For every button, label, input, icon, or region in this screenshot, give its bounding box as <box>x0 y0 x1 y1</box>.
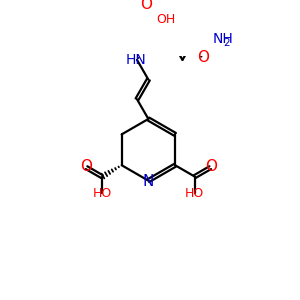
Text: O: O <box>198 50 210 65</box>
Text: OH: OH <box>157 13 176 26</box>
Text: NH: NH <box>212 32 233 46</box>
Text: 2: 2 <box>223 38 230 48</box>
Text: HO: HO <box>92 187 112 200</box>
Text: O: O <box>80 159 92 174</box>
Text: O: O <box>140 0 152 12</box>
Text: N: N <box>143 174 154 189</box>
Text: O: O <box>205 159 217 174</box>
Text: HO: HO <box>185 187 204 200</box>
Text: HN: HN <box>126 53 147 67</box>
